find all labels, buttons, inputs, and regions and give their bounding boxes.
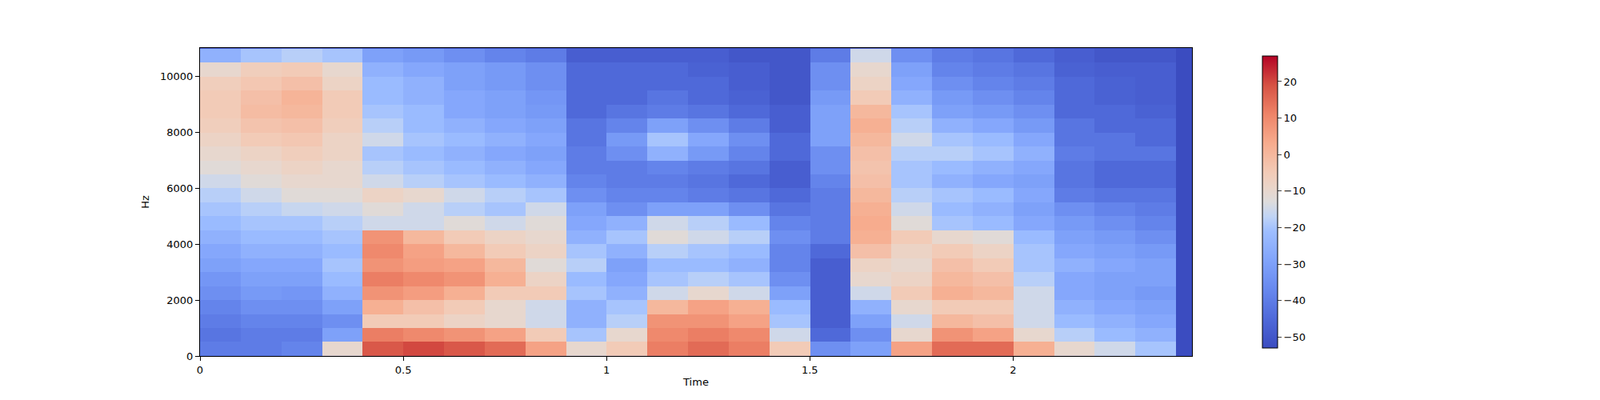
svg-text:−20: −20 [1284,221,1306,234]
svg-text:20: 20 [1284,75,1298,88]
svg-text:10: 10 [1284,112,1298,124]
svg-text:0.5: 0.5 [395,364,412,376]
svg-text:0: 0 [196,364,204,376]
svg-text:−10: −10 [1284,184,1306,197]
svg-text:1.5: 1.5 [801,364,819,376]
svg-text:0: 0 [186,350,193,363]
svg-text:6000: 6000 [166,182,193,195]
svg-text:0: 0 [1284,148,1291,161]
svg-text:1: 1 [603,364,610,376]
svg-text:2: 2 [1009,364,1016,376]
svg-text:Time: Time [682,376,709,388]
svg-text:8000: 8000 [166,126,193,139]
svg-text:10000: 10000 [160,70,193,83]
svg-text:2000: 2000 [166,294,193,307]
svg-text:Hz: Hz [139,195,152,209]
svg-text:4000: 4000 [166,238,193,251]
svg-text:−30: −30 [1284,258,1306,271]
svg-text:−40: −40 [1284,294,1306,307]
svg-text:−50: −50 [1284,331,1306,344]
